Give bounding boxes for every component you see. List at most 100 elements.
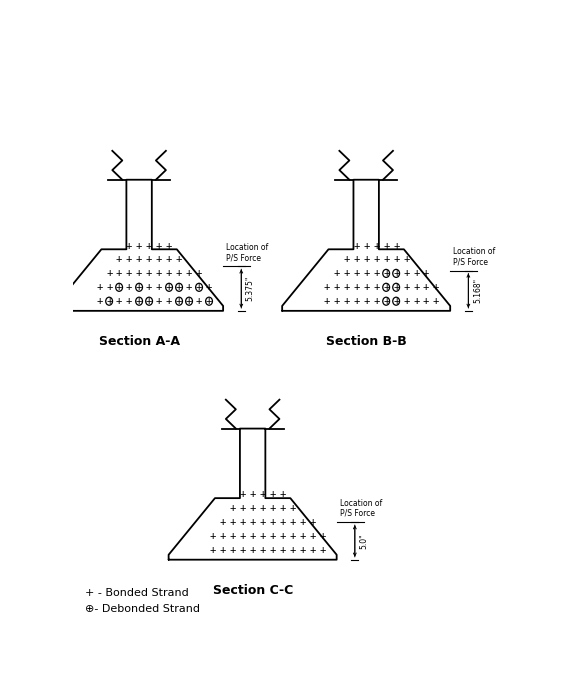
Text: +: +: [166, 254, 172, 265]
Text: +: +: [309, 545, 316, 555]
Text: +: +: [146, 240, 152, 251]
Text: Location of
P/S Force: Location of P/S Force: [340, 498, 382, 518]
Text: +: +: [250, 503, 255, 514]
Text: +: +: [343, 282, 349, 293]
Text: +: +: [383, 240, 389, 251]
Text: +: +: [403, 282, 409, 293]
Text: +: +: [423, 268, 430, 279]
Text: Section C-C: Section C-C: [213, 584, 293, 597]
Text: +: +: [260, 503, 266, 514]
Text: +: +: [289, 545, 296, 555]
Text: +: +: [260, 489, 266, 500]
Text: +: +: [196, 268, 202, 279]
Text: +: +: [319, 545, 326, 555]
Text: +: +: [403, 254, 409, 265]
Text: +: +: [176, 268, 182, 279]
Text: +: +: [230, 531, 236, 541]
Text: +: +: [383, 282, 389, 293]
Text: +: +: [393, 296, 399, 306]
Text: +: +: [323, 282, 329, 293]
Text: +: +: [393, 254, 399, 265]
Text: +: +: [146, 282, 152, 293]
Text: +: +: [309, 531, 316, 541]
Text: +: +: [146, 296, 152, 306]
Text: +: +: [210, 531, 216, 541]
Text: +: +: [230, 517, 236, 528]
Text: +: +: [363, 282, 369, 293]
Text: +: +: [176, 282, 182, 293]
Text: +: +: [166, 282, 172, 293]
Text: +: +: [260, 545, 266, 555]
Text: +: +: [126, 240, 132, 251]
Text: +: +: [176, 254, 182, 265]
Text: +: +: [373, 268, 379, 279]
Text: 5.0": 5.0": [359, 533, 369, 549]
Text: +: +: [166, 296, 172, 306]
Text: +: +: [363, 240, 369, 251]
Text: +: +: [363, 254, 369, 265]
Text: +: +: [146, 254, 152, 265]
Text: +: +: [220, 545, 226, 555]
Text: +: +: [299, 545, 306, 555]
Text: +: +: [260, 531, 266, 541]
Text: +: +: [250, 489, 255, 500]
Text: +: +: [353, 240, 359, 251]
Text: +: +: [413, 268, 419, 279]
Text: +: +: [186, 268, 192, 279]
Text: +: +: [280, 517, 286, 528]
Text: +: +: [106, 296, 113, 306]
Text: +: +: [299, 531, 306, 541]
Text: +: +: [393, 268, 399, 279]
Text: +: +: [383, 254, 389, 265]
Text: +: +: [136, 282, 142, 293]
Text: Section A-A: Section A-A: [98, 335, 179, 348]
Text: +: +: [353, 282, 359, 293]
Text: +: +: [196, 296, 202, 306]
Text: +: +: [289, 503, 296, 514]
Text: +: +: [106, 268, 113, 279]
Text: +: +: [196, 282, 202, 293]
Text: +: +: [299, 517, 306, 528]
Text: +: +: [423, 282, 430, 293]
Text: +: +: [343, 296, 349, 306]
Text: +: +: [393, 240, 399, 251]
Text: +: +: [136, 268, 142, 279]
Text: +: +: [156, 268, 162, 279]
Text: +: +: [116, 254, 122, 265]
Text: +: +: [206, 296, 212, 306]
Text: +: +: [250, 531, 255, 541]
Text: +: +: [353, 254, 359, 265]
Text: +: +: [270, 489, 276, 500]
Text: +: +: [270, 531, 276, 541]
Text: +: +: [206, 282, 212, 293]
Text: +: +: [186, 296, 192, 306]
Text: +: +: [403, 296, 409, 306]
Text: +: +: [250, 545, 255, 555]
Text: +: +: [96, 296, 103, 306]
Text: +: +: [240, 489, 246, 500]
Text: +: +: [309, 517, 316, 528]
Text: +: +: [333, 282, 339, 293]
Text: +: +: [126, 282, 132, 293]
Text: +: +: [230, 545, 236, 555]
Text: +: +: [260, 517, 266, 528]
Text: +: +: [373, 282, 379, 293]
Text: +: +: [270, 517, 276, 528]
Text: +: +: [289, 531, 296, 541]
Text: +: +: [240, 545, 246, 555]
Text: +: +: [433, 296, 440, 306]
Text: +: +: [333, 296, 339, 306]
Text: +: +: [240, 503, 246, 514]
Text: +: +: [106, 282, 113, 293]
Text: +: +: [363, 268, 369, 279]
Text: +: +: [116, 282, 122, 293]
Text: Section B-B: Section B-B: [326, 335, 407, 348]
Text: +: +: [96, 282, 103, 293]
Text: +: +: [156, 282, 162, 293]
Text: +: +: [280, 489, 286, 500]
Text: +: +: [353, 296, 359, 306]
Text: +: +: [270, 545, 276, 555]
Text: +: +: [240, 531, 246, 541]
Text: +: +: [156, 240, 162, 251]
Text: +: +: [383, 296, 389, 306]
